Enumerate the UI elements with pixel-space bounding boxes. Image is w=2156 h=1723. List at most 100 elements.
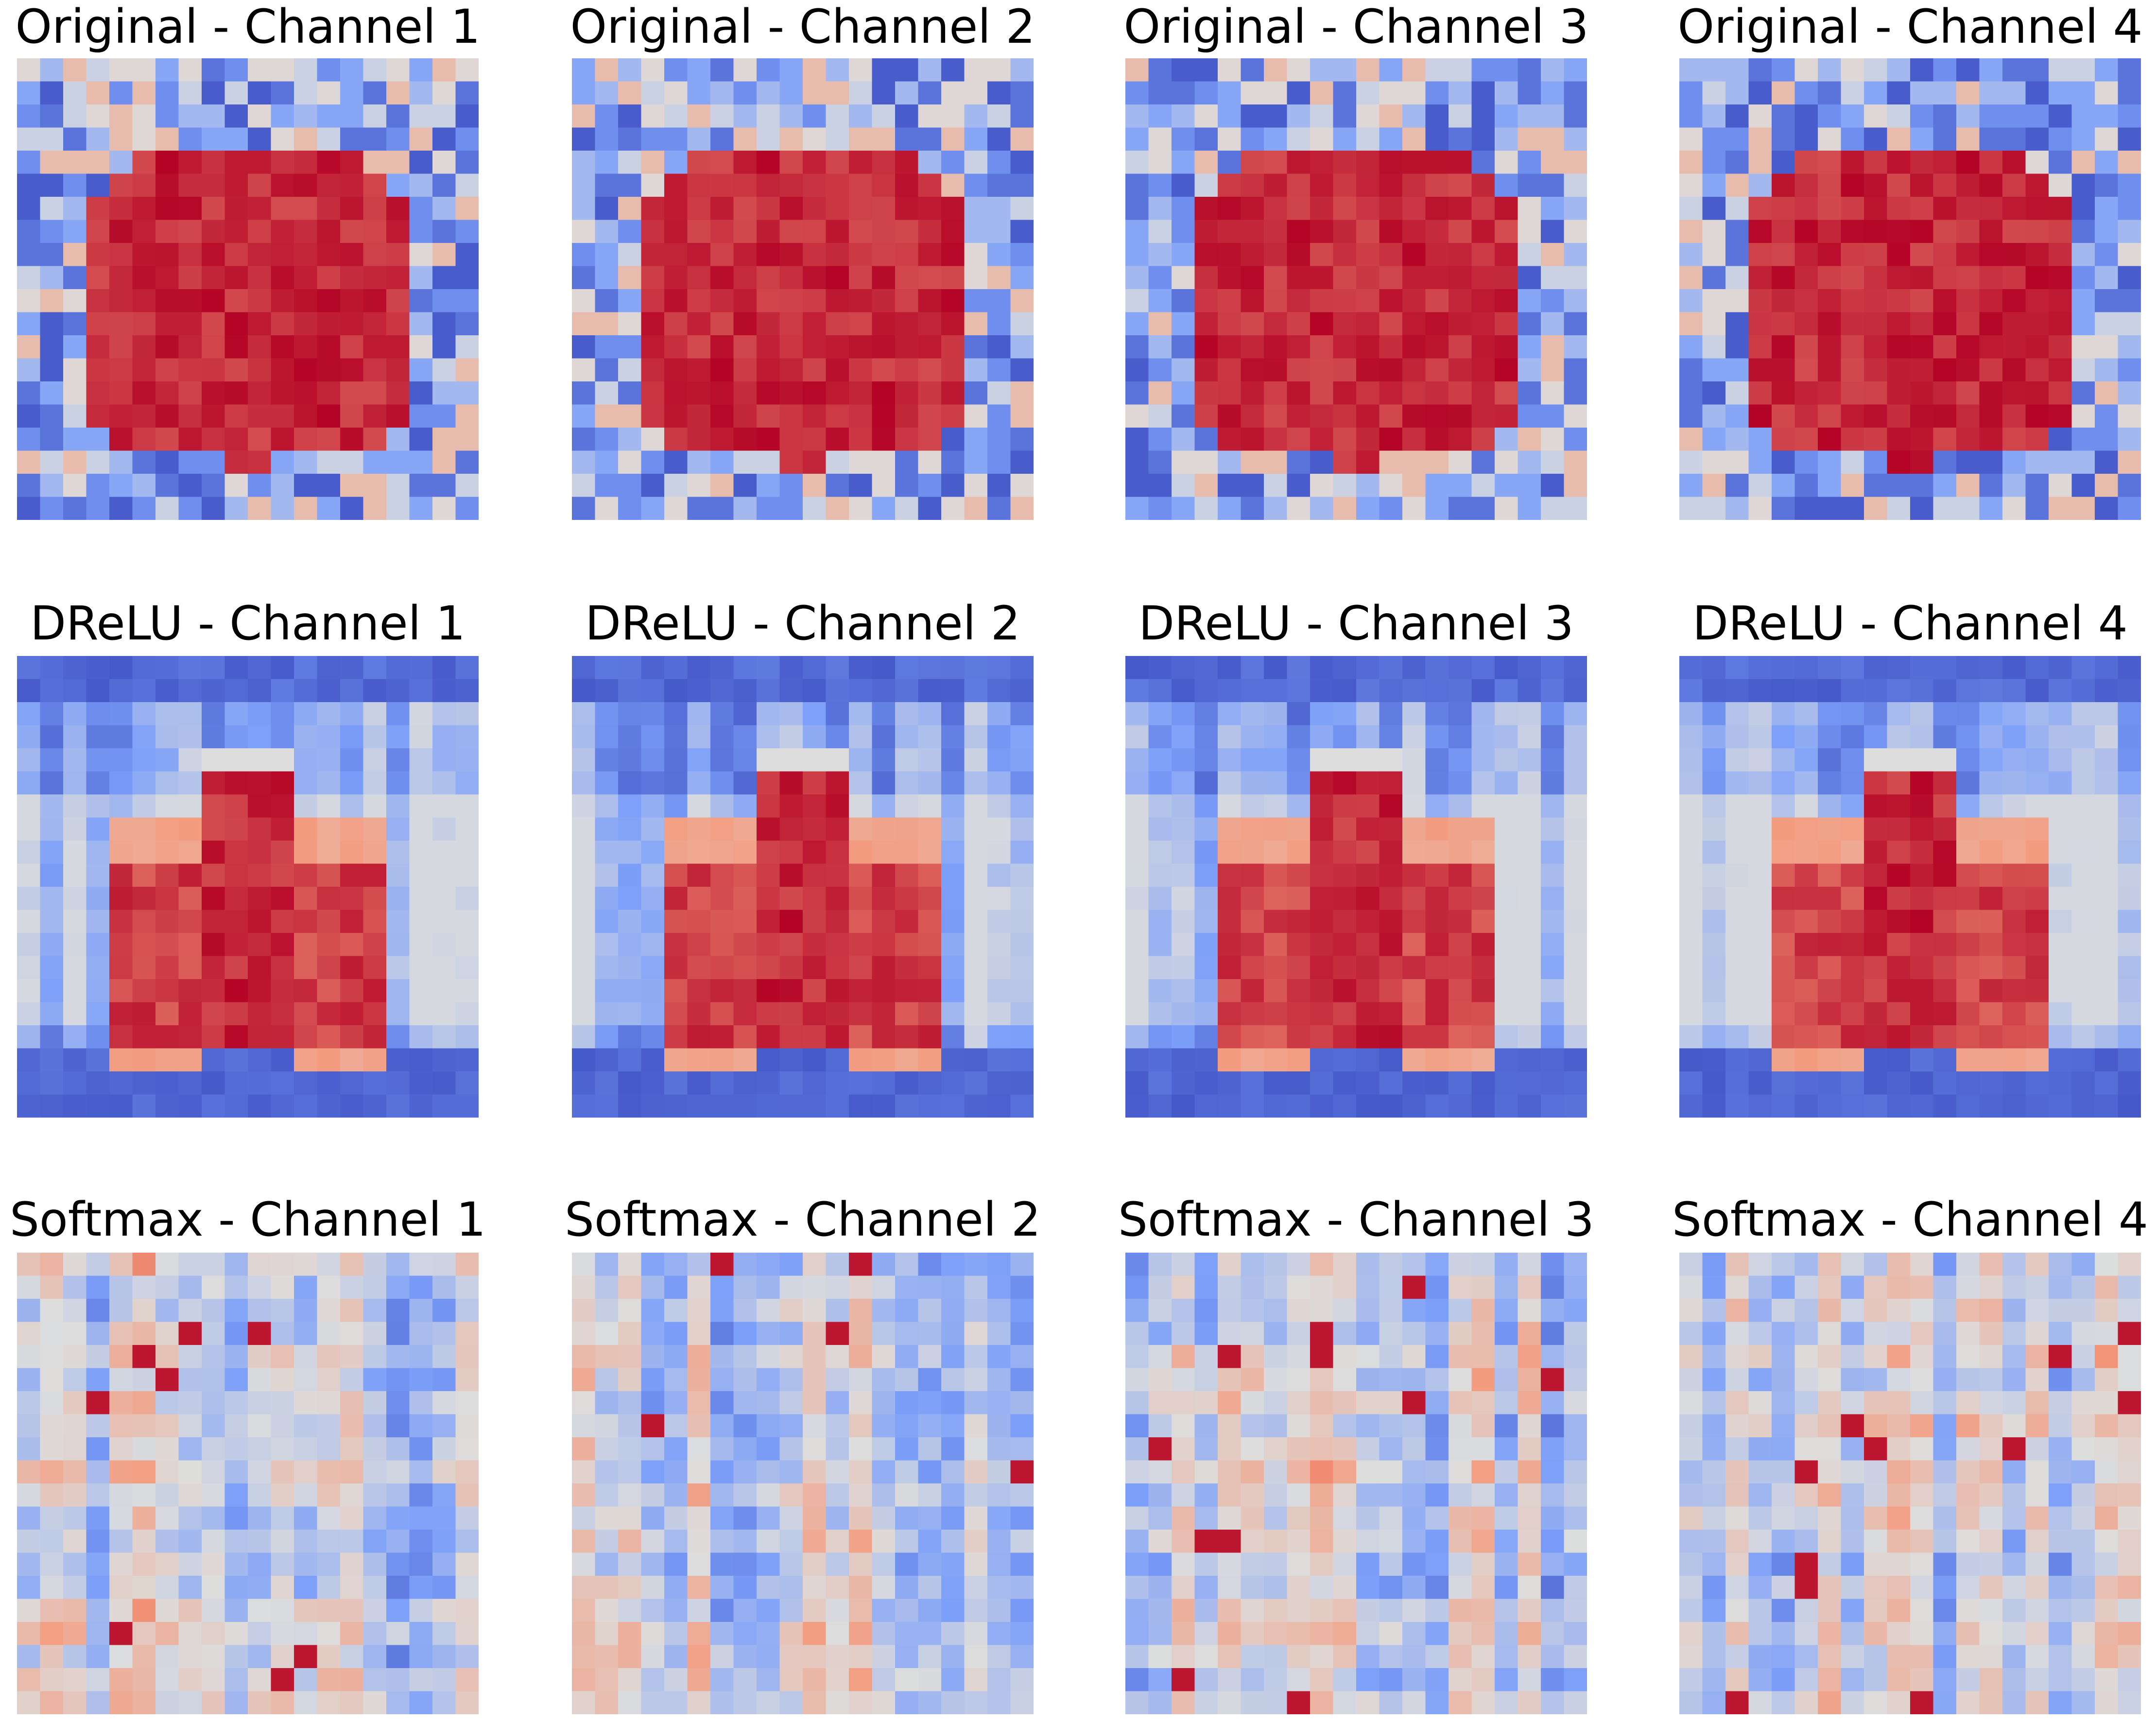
heatmap-cell — [1194, 450, 1218, 474]
heatmap-cell — [2071, 1622, 2095, 1646]
heatmap-cell — [1702, 474, 1726, 498]
heatmap-cell — [826, 1253, 849, 1276]
heatmap-cell — [1772, 289, 1795, 313]
heatmap-cell — [409, 127, 433, 151]
heatmap-cell — [1518, 335, 1541, 359]
heatmap-cell — [872, 1552, 896, 1576]
heatmap-cell — [964, 702, 988, 726]
heatmap-cell — [155, 1576, 179, 1600]
heatmap-cell — [1495, 335, 1518, 359]
heatmap-cell — [86, 817, 110, 841]
heatmap-cell — [1148, 1048, 1172, 1072]
heatmap-cell — [409, 1253, 433, 1276]
heatmap-cell — [1564, 1048, 1587, 1072]
heatmap-cell — [271, 887, 294, 911]
heatmap-cell — [987, 428, 1011, 451]
heatmap-cell — [432, 1368, 456, 1392]
heatmap-cell — [1425, 1691, 1449, 1714]
heatmap-cell — [2049, 151, 2072, 174]
heatmap-cell — [455, 979, 479, 1003]
heatmap-cell — [63, 679, 87, 703]
heatmap-cell — [1218, 497, 1242, 520]
heatmap-cell — [572, 1275, 596, 1299]
heatmap-cell — [248, 1253, 272, 1276]
heatmap-cell — [1379, 220, 1403, 243]
heatmap-cell — [1564, 933, 1587, 957]
heatmap-cell — [687, 1345, 711, 1369]
heatmap-cell — [849, 933, 873, 957]
heatmap-cell — [340, 1048, 364, 1072]
heatmap-cell — [2025, 1253, 2049, 1276]
heatmap-cell — [1010, 1025, 1034, 1049]
heatmap-cell — [1910, 1622, 1934, 1646]
heatmap-cell — [1495, 679, 1518, 703]
heatmap-cell — [1379, 1599, 1403, 1622]
heatmap-cell — [1356, 1552, 1380, 1576]
heatmap-cell — [1172, 1530, 1195, 1553]
heatmap-cell — [86, 1506, 110, 1530]
heatmap-cell — [1864, 702, 1888, 726]
heatmap-cell — [918, 702, 942, 726]
heatmap-cell — [572, 474, 596, 498]
heatmap-cell — [895, 1506, 919, 1530]
heatmap-cell — [1148, 1645, 1172, 1669]
heatmap-cell — [641, 474, 665, 498]
heatmap-cell — [987, 335, 1011, 359]
heatmap-cell — [1310, 497, 1334, 520]
heatmap-cell — [1148, 404, 1172, 428]
heatmap-cell — [826, 702, 849, 726]
heatmap-cell — [2049, 656, 2072, 680]
heatmap-cell — [872, 381, 896, 405]
heatmap-cell — [40, 1368, 64, 1392]
heatmap-cell — [224, 725, 248, 749]
heatmap-cell — [1794, 1460, 1818, 1484]
heatmap-cell — [1287, 104, 1311, 128]
heatmap-cell — [1449, 220, 1472, 243]
heatmap-cell — [872, 243, 896, 267]
heatmap-cell — [2071, 1253, 2095, 1276]
heatmap-cell — [1887, 358, 1911, 382]
heatmap-cell — [1264, 702, 1288, 726]
heatmap-cell — [664, 933, 688, 957]
heatmap-cell — [895, 358, 919, 382]
heatmap-cell — [1310, 1071, 1334, 1095]
heatmap-cell — [409, 358, 433, 382]
heatmap-cell — [826, 1552, 849, 1576]
heatmap-cell — [40, 771, 64, 795]
heatmap-cell — [1564, 104, 1587, 128]
heatmap-cell — [455, 474, 479, 498]
heatmap-cell — [1956, 404, 1980, 428]
heatmap-cell — [340, 127, 364, 151]
heatmap-cell — [155, 748, 179, 772]
heatmap-cell — [109, 197, 133, 221]
heatmap-cell — [1148, 58, 1172, 82]
heatmap-cell — [363, 1094, 387, 1118]
heatmap-cell — [710, 173, 734, 197]
heatmap-cell — [1402, 1691, 1426, 1714]
heatmap-cell — [1194, 404, 1218, 428]
heatmap-cell — [294, 1622, 318, 1646]
heatmap-cell — [1841, 794, 1864, 818]
heatmap-cell — [2049, 127, 2072, 151]
heatmap-cell — [572, 1299, 596, 1323]
heatmap-cell — [409, 1048, 433, 1072]
heatmap-cell — [918, 381, 942, 405]
heatmap-cell — [1264, 1645, 1288, 1669]
heatmap-cell — [1172, 1391, 1195, 1415]
heatmap-cell — [1218, 979, 1242, 1003]
heatmap-cell — [1887, 1368, 1911, 1392]
heatmap-cell — [1933, 266, 1957, 290]
heatmap-cell — [224, 841, 248, 864]
heatmap-cell — [2002, 243, 2026, 267]
heatmap-cell — [1449, 1071, 1472, 1095]
heatmap-cell — [17, 1576, 41, 1600]
heatmap-cell — [1725, 358, 1749, 382]
heatmap-cell — [40, 104, 64, 128]
heatmap-cell — [1402, 1391, 1426, 1415]
heatmap-cell — [1794, 1645, 1818, 1669]
heatmap-cell — [1125, 266, 1149, 290]
heatmap-cell — [1956, 450, 1980, 474]
heatmap-cell — [1933, 197, 1957, 221]
heatmap-cell — [1818, 656, 1842, 680]
heatmap-cell — [1495, 197, 1518, 221]
